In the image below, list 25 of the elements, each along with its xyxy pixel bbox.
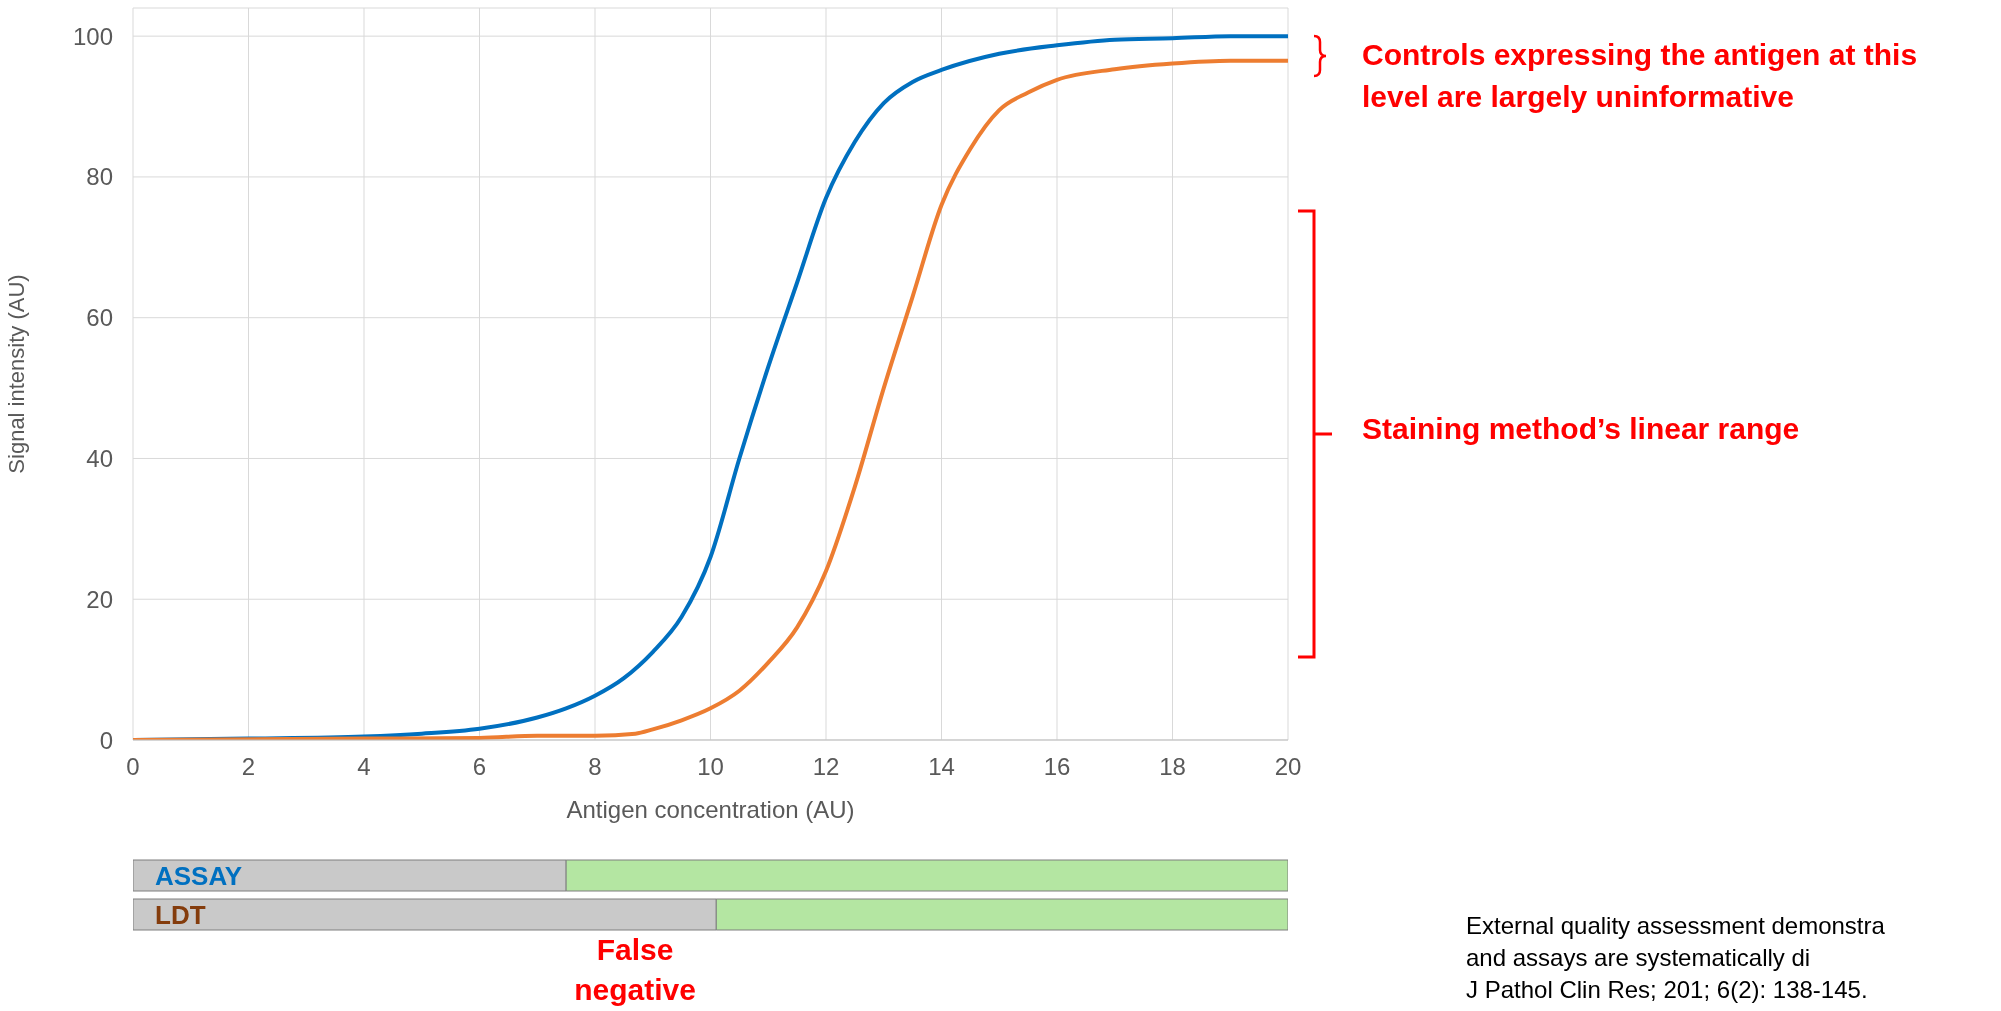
- x-tick-label: 16: [1043, 753, 1071, 781]
- y-tick-label: 80: [86, 163, 113, 191]
- x-tick-label: 12: [812, 753, 840, 781]
- x-tick-label: 6: [472, 753, 487, 781]
- x-tick-label: 14: [928, 753, 955, 781]
- y-tick-label: 20: [86, 585, 113, 613]
- x-tick-label: 18: [1159, 753, 1186, 781]
- text: External quality assessment demonstra and assays are systematically di J Pathol Clin Res; 201; 6(2): 138-145.: [1466, 911, 1886, 1005]
- y-tick-label: 0: [99, 726, 113, 754]
- x-axis-title: Antigen concentration (AU): [566, 796, 855, 823]
- y-axis-title: Signal intensity (AU): [3, 274, 29, 474]
- annotation: False negative: [573, 932, 697, 1008]
- x-tick-label: 8: [588, 753, 602, 781]
- y-tick-label: 100: [72, 22, 113, 50]
- x-tick-label: 0: [126, 753, 140, 781]
- x-tick-label: 2: [241, 753, 256, 781]
- x-tick-label: 4: [357, 753, 371, 781]
- y-tick-label: LDT: [155, 899, 206, 930]
- y-tick-label: 60: [86, 304, 113, 332]
- y-tick-label: ASSAY: [155, 860, 243, 891]
- text: Staining method’s linear range: [1362, 412, 1800, 446]
- x-tick-label: 20: [1274, 753, 1302, 781]
- y-tick-label: 40: [86, 444, 113, 472]
- text: Controls expressing the antigen at this level are largely uninformative: [1362, 37, 1919, 115]
- x-tick-label: 10: [697, 753, 724, 781]
